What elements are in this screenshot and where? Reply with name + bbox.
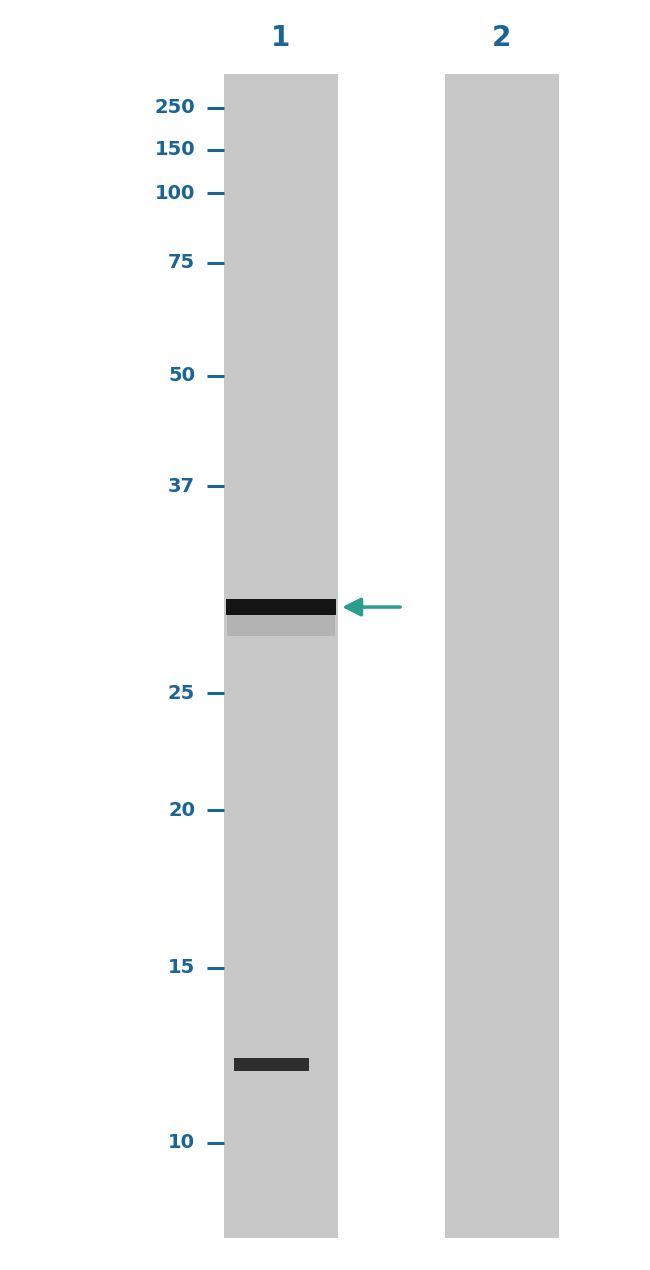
- Bar: [226, 598, 336, 615]
- Text: 2: 2: [492, 24, 512, 52]
- Text: 20: 20: [168, 801, 195, 819]
- Text: 250: 250: [155, 99, 195, 117]
- Text: 15: 15: [168, 959, 195, 977]
- Text: 10: 10: [168, 1134, 195, 1152]
- Bar: [234, 1058, 309, 1071]
- Text: 1: 1: [271, 24, 291, 52]
- Text: 100: 100: [155, 184, 195, 202]
- Text: 75: 75: [168, 254, 195, 272]
- Bar: [227, 615, 335, 635]
- Text: 25: 25: [168, 685, 195, 702]
- Bar: [445, 74, 559, 1238]
- Text: 150: 150: [155, 141, 195, 159]
- Text: 50: 50: [168, 367, 195, 385]
- Bar: [224, 74, 338, 1238]
- Text: 37: 37: [168, 478, 195, 495]
